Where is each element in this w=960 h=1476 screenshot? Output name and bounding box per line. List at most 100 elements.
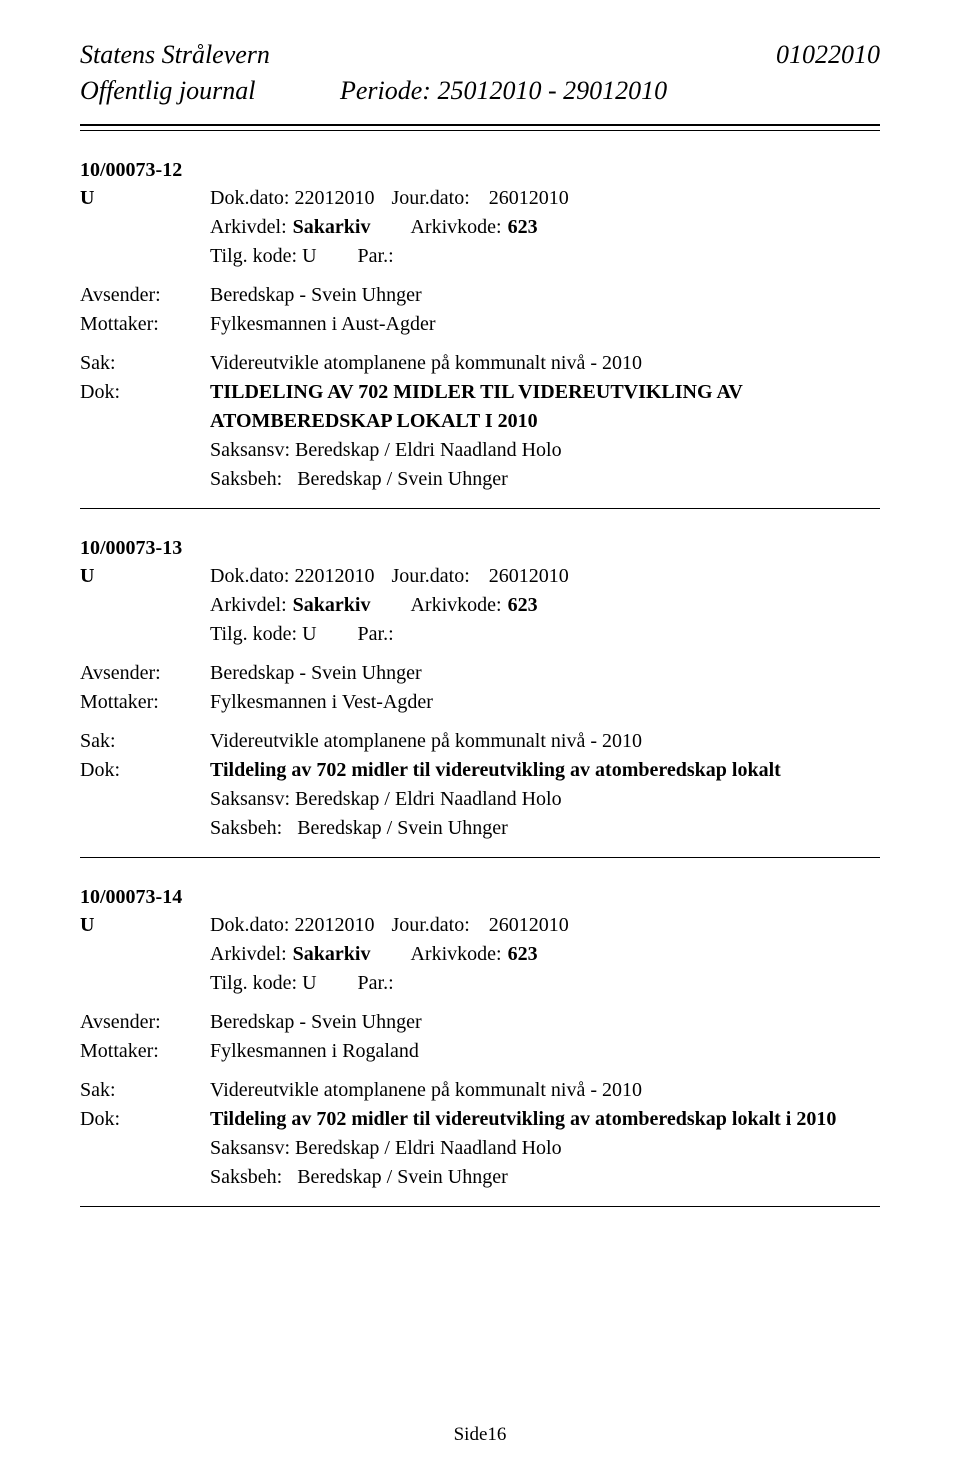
dokdato-value: 22012010	[294, 914, 374, 936]
sak-block: Sak: Videreutvikle atomplanene på kommun…	[80, 1076, 880, 1192]
dokdato-label: Dok.dato:	[210, 565, 289, 587]
dok-label: Dok:	[80, 1105, 210, 1134]
arkivkode-value: 623	[508, 940, 538, 969]
tilg-line: Tilg. kode: U Par.:	[210, 620, 880, 649]
saksansv-row: Saksansv: Beredskap / Eldri Naadland Hol…	[80, 1134, 880, 1163]
saksbeh-label: Saksbeh:	[210, 1166, 282, 1188]
jourdato-label: Jour.dato:	[391, 187, 469, 209]
tilg-row: Tilg. kode: U Par.:	[80, 620, 880, 649]
saksansv-value: Beredskap / Eldri Naadland Holo	[295, 1137, 562, 1159]
dokdato-row: U Dok.dato: 22012010 Jour.dato: 26012010	[80, 562, 880, 591]
sak-label: Sak:	[80, 727, 210, 756]
entry-separator	[80, 1206, 880, 1207]
saksbeh-value: Beredskap / Svein Uhnger	[297, 468, 508, 490]
dok-row: Dok: Tildeling av 702 midler til videreu…	[80, 756, 880, 785]
saksansv-line: Saksansv: Beredskap / Eldri Naadland Hol…	[210, 436, 880, 465]
saksbeh-line: Saksbeh: Beredskap / Svein Uhnger	[210, 465, 880, 494]
avsender-label: Avsender:	[80, 281, 210, 310]
dok-value: Tildeling av 702 midler til videreutvikl…	[210, 756, 880, 785]
entry-type: U	[80, 562, 210, 591]
jourdato-value: 26012010	[489, 914, 569, 936]
dokdato-row: U Dok.dato: 22012010 Jour.dato: 26012010	[80, 184, 880, 213]
mottaker-value: Fylkesmannen i Vest-Agder	[210, 688, 880, 717]
sak-row: Sak: Videreutvikle atomplanene på kommun…	[80, 349, 880, 378]
dokdato-value: 22012010	[294, 187, 374, 209]
subheader-row: Offentlig journal Periode: 25012010 - 29…	[80, 76, 880, 106]
dok-label: Dok:	[80, 378, 210, 436]
entry-separator	[80, 857, 880, 858]
sak-row: Sak: Videreutvikle atomplanene på kommun…	[80, 727, 880, 756]
journal-label: Offentlig journal	[80, 76, 340, 106]
sak-block: Sak: Videreutvikle atomplanene på kommun…	[80, 349, 880, 494]
tilg-row: Tilg. kode: U Par.:	[80, 242, 880, 271]
entry-id: 10/00073-14	[80, 886, 880, 909]
par-label: Par.:	[358, 972, 394, 994]
saksbeh-row: Saksbeh: Beredskap / Svein Uhnger	[80, 465, 880, 494]
entry-type: U	[80, 184, 210, 213]
arkiv-line: Arkivdel: Sakarkiv Arkivkode: 623	[210, 940, 880, 969]
saksbeh-value: Beredskap / Svein Uhnger	[297, 817, 508, 839]
tilg-line: Tilg. kode: U Par.:	[210, 242, 880, 271]
saksansv-line: Saksansv: Beredskap / Eldri Naadland Hol…	[210, 785, 880, 814]
jourdato-value: 26012010	[489, 187, 569, 209]
dokdato-label: Dok.dato:	[210, 187, 289, 209]
sak-row: Sak: Videreutvikle atomplanene på kommun…	[80, 1076, 880, 1105]
saksbeh-row: Saksbeh: Beredskap / Svein Uhnger	[80, 814, 880, 843]
dokdato-value: 22012010	[294, 565, 374, 587]
tilgkode-value: U	[302, 972, 316, 994]
saksbeh-row: Saksbeh: Beredskap / Svein Uhnger	[80, 1163, 880, 1192]
period-label: Periode:	[340, 76, 431, 105]
dok-value: TILDELING AV 702 MIDLER TIL VIDEREUTVIKL…	[210, 378, 880, 436]
arkivkode-value: 623	[508, 591, 538, 620]
dokdato-row: U Dok.dato: 22012010 Jour.dato: 26012010	[80, 911, 880, 940]
sak-value: Videreutvikle atomplanene på kommunalt n…	[210, 1076, 880, 1105]
entry-id: 10/00073-12	[80, 159, 880, 182]
dokdato-line: Dok.dato: 22012010 Jour.dato: 26012010	[210, 184, 880, 213]
tilgkode-label: Tilg. kode:	[210, 972, 297, 994]
saksbeh-label: Saksbeh:	[210, 817, 282, 839]
jourdato-label: Jour.dato:	[391, 914, 469, 936]
arkivkode-label: Arkivkode:	[410, 213, 501, 242]
org-name: Statens Strålevern	[80, 40, 270, 70]
arkivkode-value: 623	[508, 213, 538, 242]
arkivdel-label: Arkivdel:	[210, 213, 287, 242]
arkiv-line: Arkivdel: Sakarkiv Arkivkode: 623	[210, 213, 880, 242]
arkivdel-label: Arkivdel:	[210, 591, 287, 620]
tilgkode-label: Tilg. kode:	[210, 245, 297, 267]
avsender-row: Avsender: Beredskap - Svein Uhnger	[80, 1008, 880, 1037]
dok-row: Dok: TILDELING AV 702 MIDLER TIL VIDEREU…	[80, 378, 880, 436]
tilgkode-label: Tilg. kode:	[210, 623, 297, 645]
saksansv-row: Saksansv: Beredskap / Eldri Naadland Hol…	[80, 436, 880, 465]
sak-block: Sak: Videreutvikle atomplanene på kommun…	[80, 727, 880, 843]
mottaker-label: Mottaker:	[80, 310, 210, 339]
saksbeh-value: Beredskap / Svein Uhnger	[297, 1166, 508, 1188]
mottaker-value: Fylkesmannen i Aust-Agder	[210, 310, 880, 339]
avsender-value: Beredskap - Svein Uhnger	[210, 659, 880, 688]
saksbeh-line: Saksbeh: Beredskap / Svein Uhnger	[210, 814, 880, 843]
jourdato-label: Jour.dato:	[391, 565, 469, 587]
saksbeh-line: Saksbeh: Beredskap / Svein Uhnger	[210, 1163, 880, 1192]
dok-row: Dok: Tildeling av 702 midler til videreu…	[80, 1105, 880, 1134]
sak-value: Videreutvikle atomplanene på kommunalt n…	[210, 349, 880, 378]
journal-entry: 10/00073-12 U Dok.dato: 22012010 Jour.da…	[80, 159, 880, 509]
tilgkode-value: U	[302, 245, 316, 267]
journal-entry: 10/00073-13 U Dok.dato: 22012010 Jour.da…	[80, 537, 880, 858]
dokdato-line: Dok.dato: 22012010 Jour.dato: 26012010	[210, 911, 880, 940]
arkivkode-label: Arkivkode:	[410, 940, 501, 969]
arkiv-row: Arkivdel: Sakarkiv Arkivkode: 623	[80, 213, 880, 242]
saksansv-row: Saksansv: Beredskap / Eldri Naadland Hol…	[80, 785, 880, 814]
mottaker-row: Mottaker: Fylkesmannen i Vest-Agder	[80, 688, 880, 717]
saksansv-label: Saksansv:	[210, 1137, 290, 1159]
period-value: 25012010 - 29012010	[437, 76, 667, 105]
saksansv-label: Saksansv:	[210, 788, 290, 810]
page-number: Side16	[454, 1424, 507, 1445]
saksbeh-label: Saksbeh:	[210, 468, 282, 490]
header-row: Statens Strålevern 01022010	[80, 40, 880, 70]
entry-separator	[80, 508, 880, 509]
mottaker-row: Mottaker: Fylkesmannen i Aust-Agder	[80, 310, 880, 339]
saksansv-line: Saksansv: Beredskap / Eldri Naadland Hol…	[210, 1134, 880, 1163]
arkiv-line: Arkivdel: Sakarkiv Arkivkode: 623	[210, 591, 880, 620]
sak-label: Sak:	[80, 349, 210, 378]
saksansv-value: Beredskap / Eldri Naadland Holo	[295, 788, 562, 810]
avsender-row: Avsender: Beredskap - Svein Uhnger	[80, 281, 880, 310]
